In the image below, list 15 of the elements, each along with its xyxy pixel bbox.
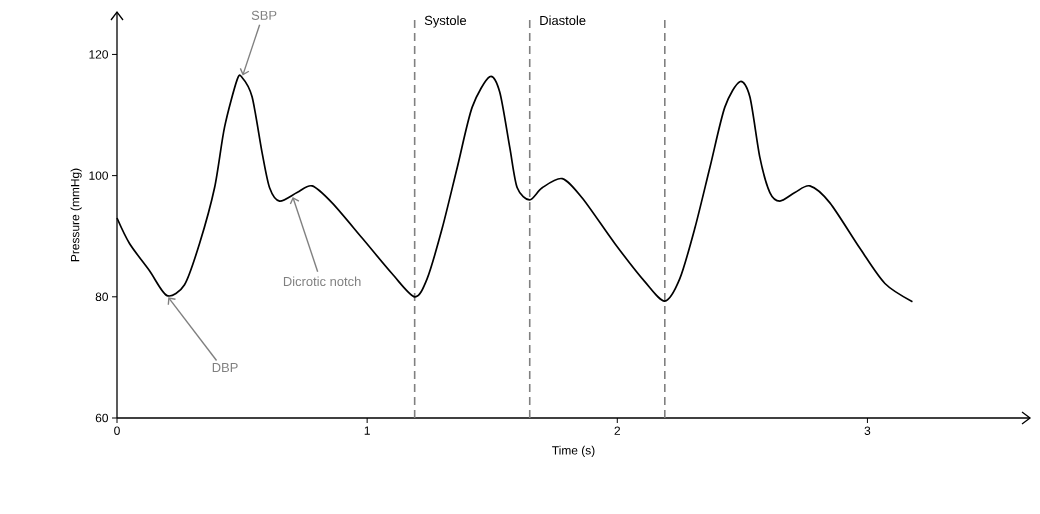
ref-line-label: Systole	[424, 15, 467, 28]
y-tick-label: 100	[89, 171, 109, 180]
y-axis-title: Pressure (mmHg)	[70, 168, 82, 262]
annotation: DBP	[212, 363, 238, 373]
annotation: Dicrotic notch	[283, 276, 361, 287]
y-tick-label: 80	[95, 292, 109, 302]
ref-line-label: Diastole	[540, 15, 586, 26]
x-axis-title: Time (s)	[552, 445, 595, 457]
annotation: SBP	[251, 10, 277, 20]
x-tick-label: 3	[864, 426, 871, 435]
x-tick-label: 0	[114, 426, 120, 435]
y-tick-label: 120	[89, 50, 109, 59]
x-tick-label: 2	[614, 426, 620, 435]
y-tick-label: 60	[95, 413, 109, 423]
x-tick-label: 1	[364, 426, 370, 435]
